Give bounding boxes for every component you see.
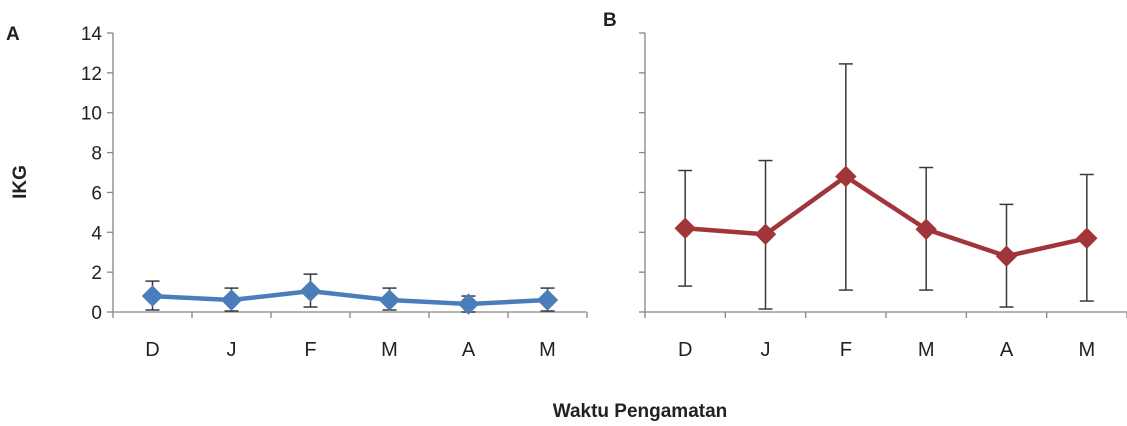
panel-b-x-tick-label: A	[1000, 339, 1014, 361]
panel-a-y-tick-label: 2	[91, 263, 102, 284]
panel-a-label: A	[6, 24, 20, 45]
panel-a-y-tick-label: 4	[91, 223, 102, 244]
panel-b-data-point	[674, 217, 696, 240]
panel-a-y-tick-label: 6	[91, 183, 102, 204]
panel-a-data-point	[536, 289, 559, 311]
panel-a-series-line	[152, 288, 548, 307]
x-axis-title: Waktu Pengamatan	[553, 401, 728, 422]
panel-b-series-line	[685, 174, 1088, 259]
panel-b-x-tick-label: M	[918, 339, 935, 361]
panel-a-data-point	[299, 280, 322, 302]
panel-a-chart: A IKG 0 2 4 6 8 10 12 14 D J F M A M	[6, 24, 588, 361]
panel-a-y-tick-label: 0	[91, 303, 102, 324]
panel-b-x-tick-label: D	[678, 339, 692, 361]
y-axis-title: IKG	[10, 165, 31, 199]
panel-b-chart: B D J F M A M	[603, 10, 1127, 361]
panel-a-y-tick-label: 14	[81, 24, 103, 45]
panel-a-y-tick-label: 8	[91, 144, 102, 165]
panel-a-data-point	[141, 285, 164, 307]
panel-a-data-point	[378, 289, 401, 311]
panel-b-data-point	[835, 165, 857, 188]
panel-b-x-tick-label: F	[840, 339, 852, 361]
panel-a-x-tick-label: M	[381, 339, 398, 361]
panel-b-x-tick-label: J	[761, 339, 771, 361]
panel-b-label: B	[603, 10, 617, 31]
panel-a-data-point	[457, 293, 480, 315]
panel-a-x-tick-label: D	[145, 339, 159, 361]
panel-b-x-tick-label: M	[1078, 339, 1095, 361]
panel-a-y-tick-label: 12	[81, 64, 102, 85]
panel-a-x-tick-label: J	[227, 339, 237, 361]
panel-b-data-point	[754, 223, 777, 245]
panel-a-x-tick-label: M	[539, 339, 556, 361]
panel-a-data-point	[220, 289, 243, 311]
panel-a-x-tick-label: A	[462, 339, 476, 361]
panel-b-data-point	[915, 218, 937, 241]
panel-a-y-tick-label: 10	[81, 104, 102, 125]
panel-b-data-point	[1076, 227, 1098, 249]
panel-b-data-point	[995, 245, 1018, 267]
panel-a-x-tick-label: F	[304, 339, 316, 361]
